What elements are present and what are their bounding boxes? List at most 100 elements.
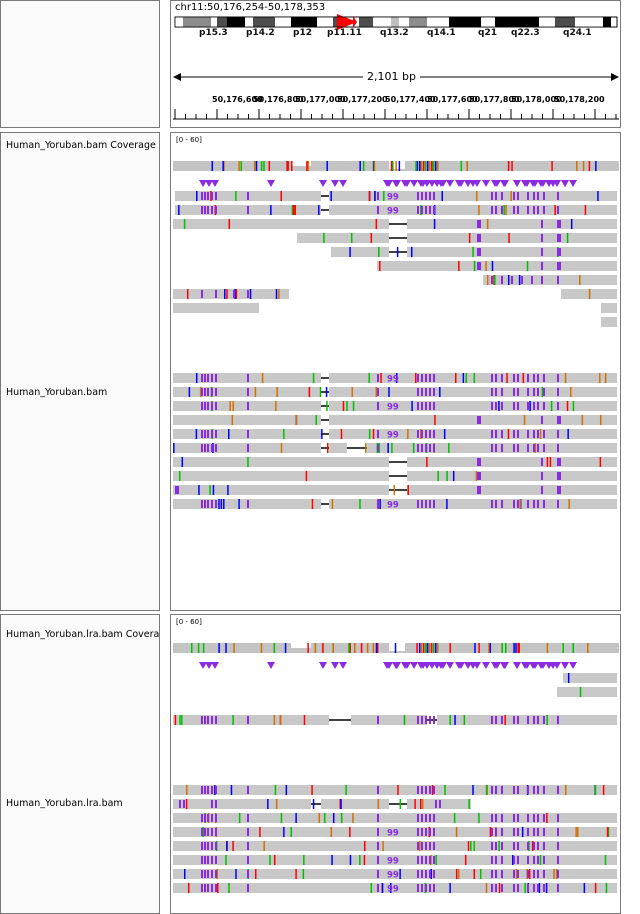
- insertion: [417, 856, 419, 864]
- mismatch: [541, 387, 544, 397]
- insertion: [527, 856, 529, 864]
- mismatch: [512, 855, 514, 865]
- mismatch: [567, 673, 570, 683]
- coverage-track-name[interactable]: Human_Yoruban.lra.bam Coverage: [6, 629, 160, 640]
- mismatch: [331, 855, 333, 865]
- mismatch: [340, 813, 343, 823]
- coverage-mismatch: [425, 643, 427, 653]
- insertion: [425, 828, 427, 836]
- coverage-track-name[interactable]: Human_Yoruban.bam Coverage: [6, 140, 156, 151]
- mismatch: [485, 883, 488, 893]
- coverage-mismatch: [518, 643, 520, 653]
- insertion: [495, 402, 497, 410]
- insertion: [201, 842, 203, 850]
- ruler-ticks: [173, 109, 619, 120]
- insertion: [517, 402, 519, 410]
- mismatch: [181, 715, 183, 725]
- mismatch: [187, 883, 190, 893]
- mismatch: [430, 869, 432, 879]
- data-panel-1[interactable]: [0 - 60] 99 99 99 99 99 99: [170, 132, 621, 611]
- alignment-view[interactable]: 99 99 99 99 99 99: [171, 133, 621, 611]
- insertion: [215, 430, 217, 438]
- insertion: [543, 786, 545, 794]
- mismatch: [594, 785, 597, 795]
- insertion: [433, 814, 435, 822]
- band-label: p15.3: [199, 28, 228, 38]
- mismatch: [505, 205, 507, 215]
- mismatch: [426, 457, 428, 467]
- insertion: [211, 884, 213, 892]
- coverage-mismatch: [501, 643, 503, 653]
- coverage-track[interactable]: [173, 643, 619, 653]
- mismatch: [230, 785, 233, 795]
- coverage-mismatch: [354, 643, 356, 653]
- mismatch: [498, 883, 501, 893]
- ideogram-and-ruler[interactable]: [171, 1, 621, 128]
- mismatch: [350, 233, 353, 243]
- locus-label: chr11:50,176,254-50,178,353: [175, 2, 326, 13]
- alignment-view[interactable]: 99 99 99 99: [171, 615, 621, 914]
- mismatch: [397, 785, 399, 795]
- alignment-track-name[interactable]: Human_Yoruban.lra.bam: [6, 798, 123, 809]
- insertion: [557, 430, 559, 438]
- insertion: [533, 842, 535, 850]
- coverage-mismatch: [260, 643, 263, 653]
- insertion: [433, 828, 435, 836]
- insertion: [517, 884, 519, 892]
- mismatch: [342, 401, 345, 411]
- coverage-mismatch: [268, 161, 271, 171]
- mismatch: [478, 813, 480, 823]
- insertion: [429, 842, 431, 850]
- mismatch: [368, 429, 371, 439]
- insertion: [207, 828, 209, 836]
- mismatch: [238, 813, 241, 823]
- alignment-track-name[interactable]: Human_Yoruban.bam: [6, 387, 108, 398]
- insertion: [211, 856, 213, 864]
- data-panel-2[interactable]: [0 - 60] 99 99 99 99: [170, 614, 621, 914]
- insertion: [491, 786, 493, 794]
- coverage-mismatch: [376, 643, 379, 653]
- insertion: [517, 388, 519, 396]
- insertion: [207, 870, 209, 878]
- insertion: [557, 374, 559, 382]
- coverage-track[interactable]: [173, 161, 619, 171]
- insertion: [501, 500, 503, 508]
- alignment-reads[interactable]: 99 99 99 99: [173, 662, 617, 895]
- insertion: [491, 828, 493, 836]
- insertion: [533, 388, 535, 396]
- insertion: [215, 856, 217, 864]
- mismatch: [274, 785, 277, 795]
- mismatch: [330, 191, 332, 201]
- insertion: [204, 444, 206, 452]
- insertion: [527, 828, 529, 836]
- mismatch: [599, 415, 602, 425]
- insertion: [543, 842, 545, 850]
- mismatch: [352, 401, 355, 411]
- coverage-mismatch: [435, 161, 437, 171]
- mismatch: [330, 827, 333, 837]
- insertion: [479, 262, 481, 270]
- mismatch: [332, 813, 335, 823]
- insertion-marker: [529, 180, 537, 187]
- mismatch: [295, 813, 297, 823]
- insertion: [421, 884, 423, 892]
- alignment-reads[interactable]: 99 99 99 99 99 99: [173, 180, 617, 511]
- mismatch: [581, 415, 584, 425]
- insertion: [541, 248, 543, 256]
- insertion: [527, 402, 529, 410]
- read: [601, 303, 617, 313]
- insertion: [559, 248, 561, 256]
- insertion: [247, 842, 249, 850]
- insertion: [204, 388, 206, 396]
- mismatch: [453, 813, 456, 823]
- mismatch: [403, 715, 406, 725]
- insertion: [533, 828, 535, 836]
- mismatch: [443, 429, 446, 439]
- band-label: q22.3: [511, 28, 540, 38]
- insertion: [533, 856, 535, 864]
- mismatch: [349, 855, 352, 865]
- insertion: [557, 388, 559, 396]
- insertion-marker: [401, 180, 409, 187]
- coverage-mismatch: [419, 161, 421, 171]
- chromosome-ideogram[interactable]: [174, 14, 618, 30]
